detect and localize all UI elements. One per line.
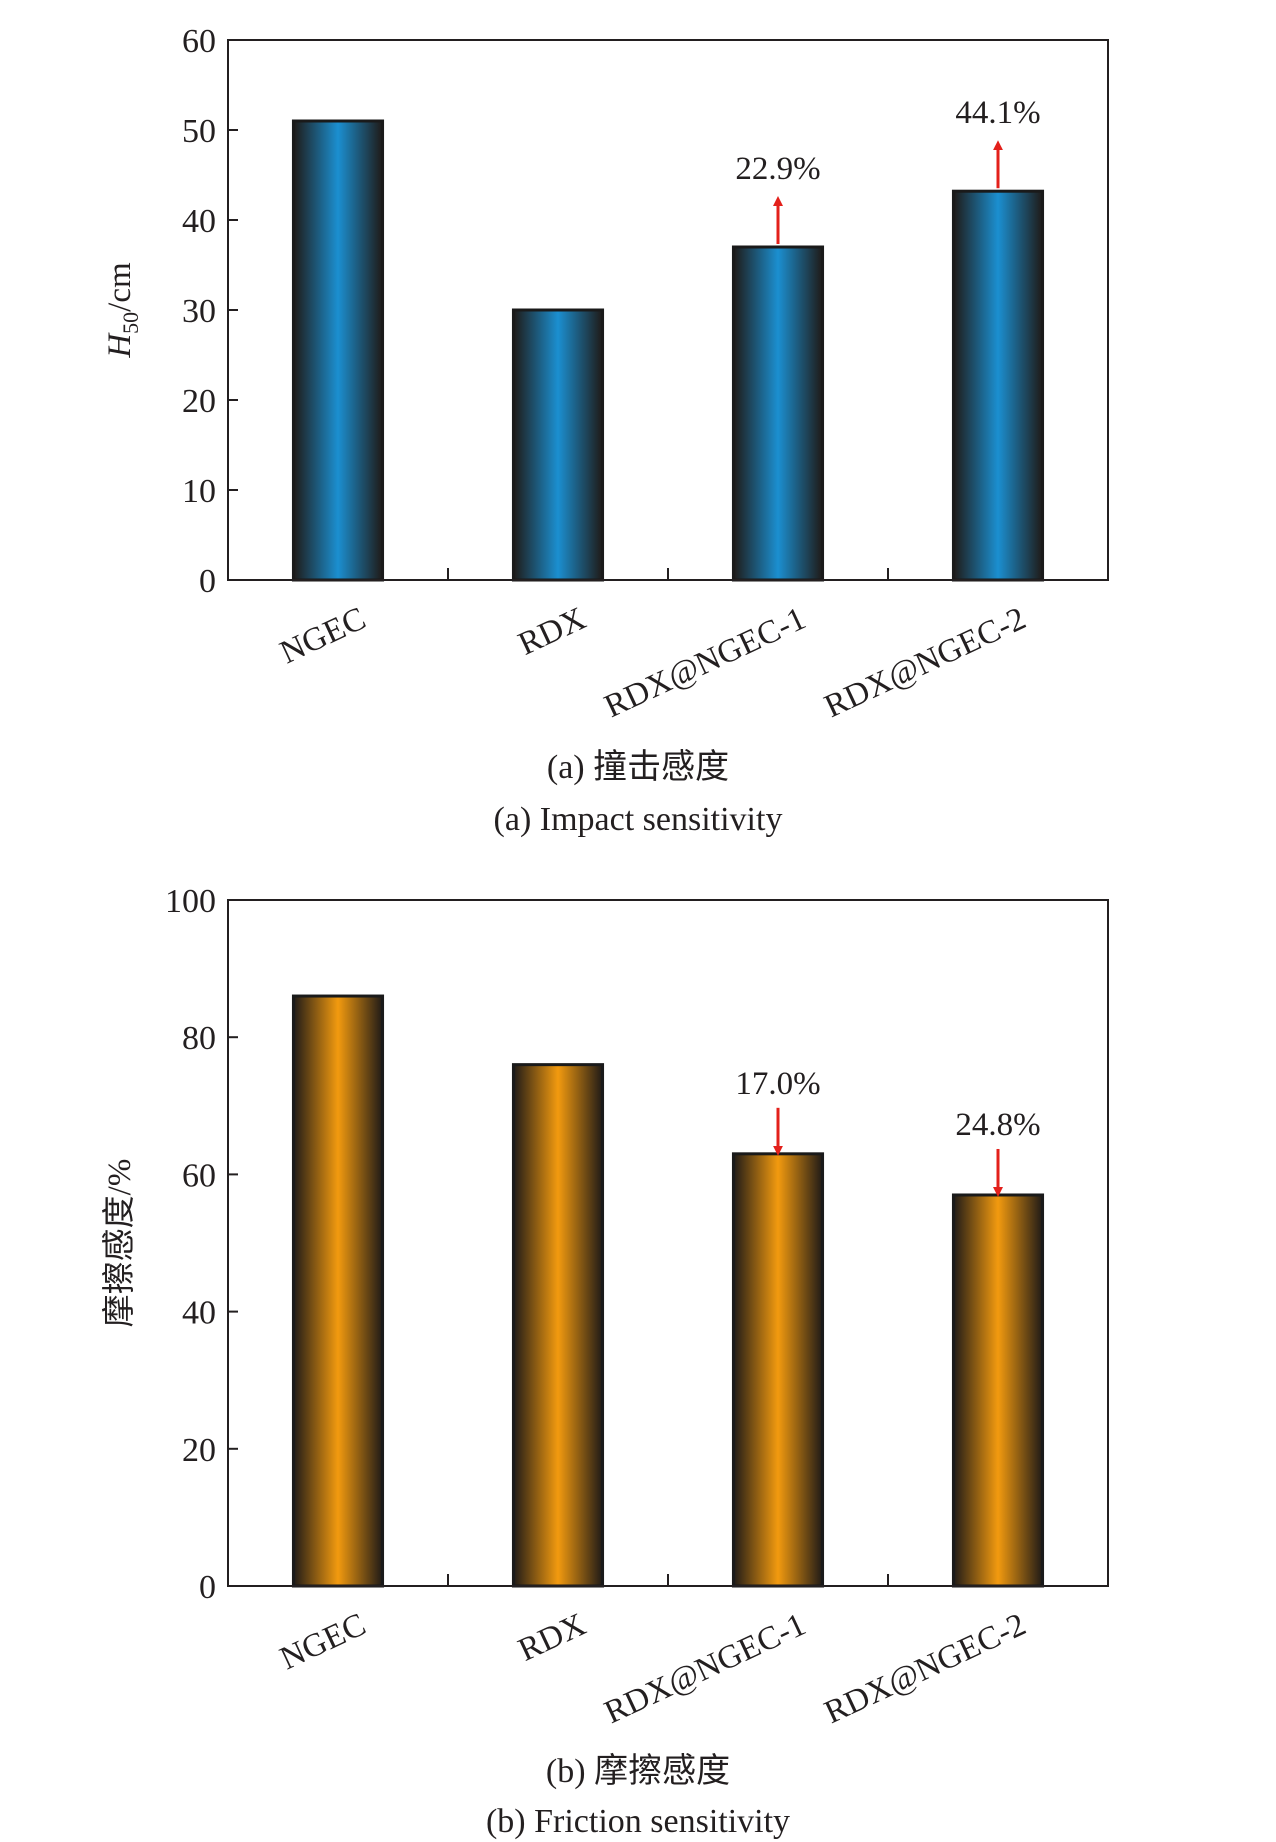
friction-sensitivity-chart: 0 20 40 60 80 100 NGEC RDX RDX@NGEC-1 RDX@NGEC-2 摩… <box>101 883 1109 1732</box>
y-tick-label: 10 <box>182 473 216 510</box>
y-axis-label-unit: /cm <box>102 262 138 312</box>
y-tick-label: 20 <box>182 383 216 420</box>
y-tick-label: 80 <box>182 1020 216 1057</box>
x-category-label: RDX <box>513 1607 592 1669</box>
y-tick-label: 20 <box>182 1432 216 1469</box>
bar-rdx-ngec-2 <box>951 189 1045 582</box>
chart-b-caption-en: (b) Friction sensitivity <box>485 1803 791 1840</box>
y-axis-label: 摩擦感度/% <box>101 1159 138 1328</box>
bar-rdx-ngec-1 <box>731 245 825 582</box>
y-tick-label: 100 <box>165 883 216 920</box>
x-category-label: RDX <box>513 601 592 663</box>
bar-rdx <box>511 1063 605 1588</box>
bar-ngec <box>291 119 385 582</box>
chart-a-caption-zh: (a) 撞击感度 <box>546 749 730 786</box>
change-percent-label: 17.0% <box>735 1066 820 1102</box>
bar-rdx-ngec-2 <box>951 1193 1045 1588</box>
bar-rdx <box>511 308 605 582</box>
y-tick-label: 0 <box>199 1569 216 1606</box>
bar-ngec <box>291 994 385 1588</box>
x-category-label: RDX@NGEC-2 <box>819 1607 1031 1732</box>
change-percent-label: 44.1% <box>955 95 1040 131</box>
change-percent-label: 22.9% <box>735 151 820 187</box>
x-category-label: RDX@NGEC-2 <box>819 601 1031 726</box>
change-percent-label: 24.8% <box>955 1107 1040 1143</box>
x-category-label: RDX@NGEC-1 <box>599 601 811 726</box>
x-category-label: NGEC <box>275 601 372 672</box>
chart-a-caption-en: (a) Impact sensitivity <box>493 801 783 838</box>
y-tick-label: 40 <box>182 1295 216 1332</box>
chart-b-caption-zh: (b) 摩擦感度 <box>545 1753 731 1790</box>
x-category-label: NGEC <box>275 1607 372 1678</box>
bar-rdx-ngec-1 <box>731 1152 825 1588</box>
x-category-label: RDX@NGEC-1 <box>599 1607 811 1732</box>
y-tick-label: 30 <box>182 293 216 330</box>
impact-sensitivity-chart: 0 10 20 30 40 50 60 NGEC RDX RDX@NGEC-1 RDX@NGEC-2… <box>102 23 1109 726</box>
y-tick-label: 40 <box>182 203 216 240</box>
y-axis-label-symbol: H <box>102 332 138 359</box>
y-tick-label: 60 <box>182 23 216 60</box>
y-tick-label: 0 <box>199 563 216 600</box>
y-axis-label: H50/cm <box>102 262 143 359</box>
y-tick-label: 50 <box>182 113 216 150</box>
y-axis-label-subscript: 50 <box>118 312 143 334</box>
y-tick-label: 60 <box>182 1157 216 1194</box>
